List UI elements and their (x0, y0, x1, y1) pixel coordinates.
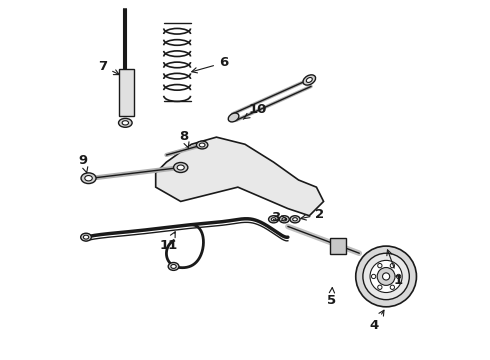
Text: 11: 11 (159, 232, 177, 252)
Bar (119, 69, 134, 116)
Ellipse shape (85, 176, 92, 181)
Ellipse shape (279, 216, 289, 223)
Ellipse shape (271, 218, 276, 221)
Circle shape (370, 260, 402, 293)
Text: 5: 5 (327, 288, 336, 307)
Ellipse shape (173, 162, 188, 172)
Ellipse shape (119, 118, 132, 127)
Circle shape (378, 264, 382, 268)
Ellipse shape (306, 77, 312, 82)
Ellipse shape (81, 233, 92, 241)
Circle shape (378, 285, 382, 289)
Ellipse shape (199, 143, 205, 147)
Ellipse shape (269, 216, 279, 223)
Circle shape (396, 274, 401, 279)
Text: 7: 7 (98, 60, 119, 75)
Ellipse shape (81, 173, 96, 184)
Circle shape (371, 274, 376, 279)
Ellipse shape (171, 265, 176, 269)
Ellipse shape (228, 113, 239, 122)
Ellipse shape (290, 216, 300, 223)
Text: 4: 4 (369, 310, 384, 332)
Ellipse shape (168, 262, 179, 270)
Ellipse shape (196, 141, 208, 149)
Circle shape (390, 285, 394, 289)
Polygon shape (156, 137, 323, 216)
Ellipse shape (293, 218, 297, 221)
Ellipse shape (303, 75, 316, 85)
Circle shape (390, 264, 394, 268)
Circle shape (383, 273, 390, 280)
Ellipse shape (83, 235, 89, 239)
Text: 2: 2 (301, 208, 324, 221)
Text: 9: 9 (78, 154, 88, 173)
Text: 6: 6 (192, 56, 228, 73)
Bar (330, 238, 346, 253)
Circle shape (363, 253, 409, 300)
Text: 3: 3 (271, 211, 287, 224)
Text: 1: 1 (387, 250, 403, 287)
Ellipse shape (282, 218, 287, 221)
Ellipse shape (122, 121, 128, 125)
Text: 10: 10 (243, 103, 267, 119)
Circle shape (377, 267, 395, 285)
Text: 8: 8 (180, 130, 189, 148)
Ellipse shape (177, 165, 184, 170)
Circle shape (356, 246, 416, 307)
